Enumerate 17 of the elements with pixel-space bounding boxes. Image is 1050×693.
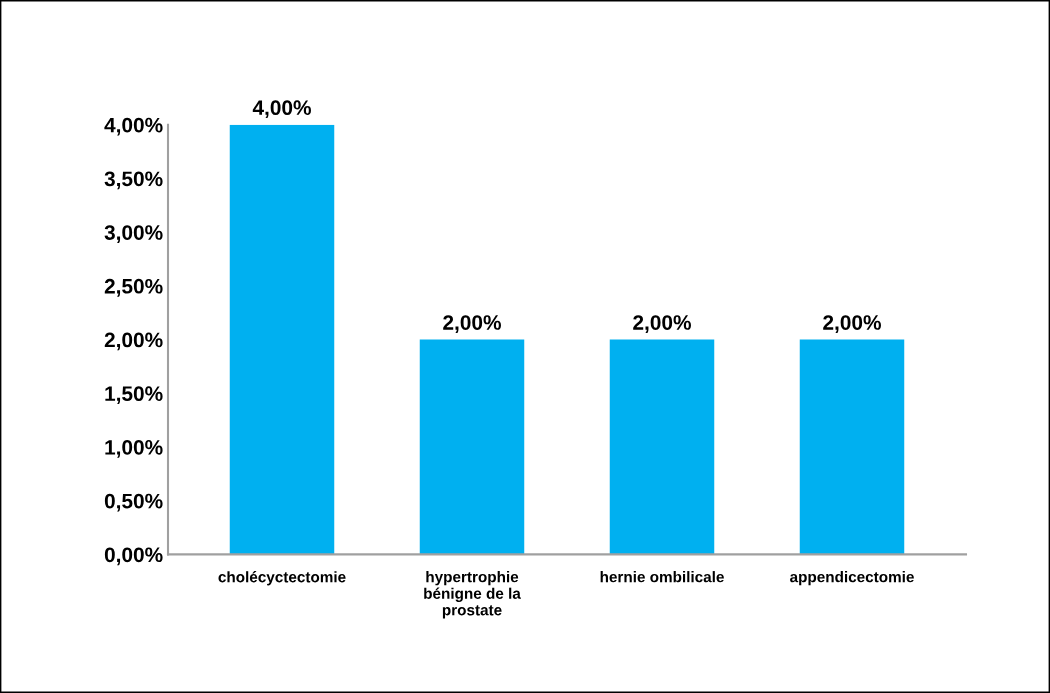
y-tick-label: 2,00% xyxy=(104,332,163,351)
data-label: 2,00% xyxy=(823,315,881,333)
x-tick-label: cholécyctectomie xyxy=(218,571,346,586)
y-tick-label: 1,50% xyxy=(105,386,163,405)
y-tick-label: 3,00% xyxy=(104,225,163,243)
data-label: 2,00% xyxy=(633,315,691,333)
x-tick-label: appendicectomie xyxy=(790,571,914,586)
x-tick-label: hypertrophie bénigne de la prostate xyxy=(424,571,521,619)
y-tick-label: 4,00% xyxy=(104,117,163,136)
y-tick-label: 0,00% xyxy=(104,547,163,566)
x-tick-label: hernie ombilicale xyxy=(600,571,724,583)
y-tick-label: 3,50% xyxy=(104,171,163,190)
y-tick-label: 1,00% xyxy=(105,439,163,458)
data-label: 2,00% xyxy=(443,315,501,333)
y-tick-label: 2,50% xyxy=(104,278,163,297)
data-label: 4,00% xyxy=(252,100,311,119)
y-tick-label: 0,50% xyxy=(104,493,163,512)
